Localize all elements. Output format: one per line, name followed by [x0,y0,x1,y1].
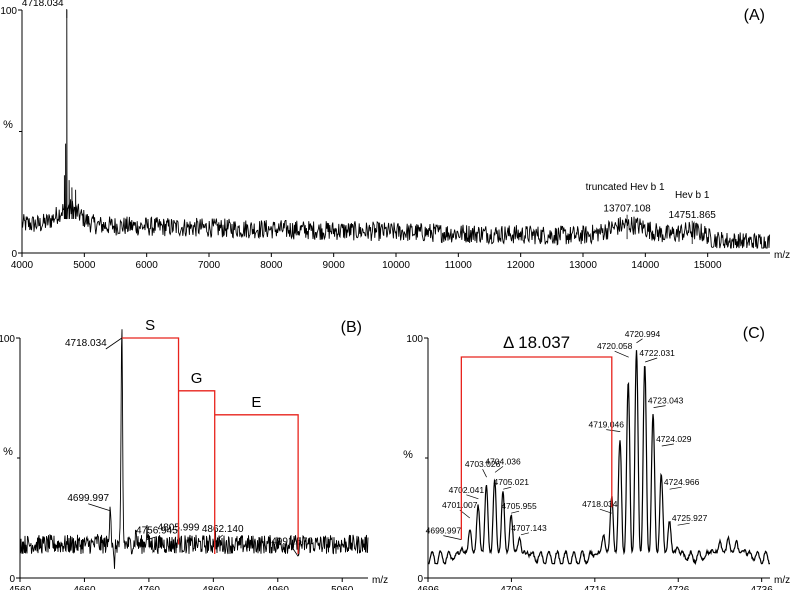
y-axis-label: % [3,119,13,131]
y-tick-label: 0 [417,574,423,585]
x-tick-label: 5060 [331,585,354,590]
annotation-label: truncated Hev b 1 [586,182,665,193]
bracket-line [121,337,180,545]
bracket-line [214,414,299,554]
peak-leader [636,338,643,344]
spectrum-trace [21,9,771,249]
y-tick-label: 100 [406,334,423,345]
peak-leader [520,532,530,536]
peak-label: 4703.026 [465,459,501,469]
peak-label: 4718.034 [582,499,618,509]
x-tick-label: 4560 [9,585,32,590]
x-tick-label: 4706 [500,585,523,590]
panel-label: (C) [743,325,765,342]
x-tick-label: 9000 [323,260,346,271]
peak-leader [291,547,299,557]
peak-label: 4725.927 [672,513,708,523]
peak-leader [88,503,111,512]
panel-label: (A) [744,7,765,24]
annotation-label: Hev b 1 [675,190,710,201]
bracket-label: S [145,317,155,334]
peak-leader [645,357,658,363]
peak-label: 13707.108 [603,204,651,215]
peak-leader [443,535,462,540]
peak-leader [482,469,487,478]
x-tick-label: 15000 [694,260,722,271]
peak-leader [599,508,612,514]
peak-label: 4699.997 [426,526,462,536]
x-tick-label: 4760 [138,585,161,590]
peak-leader [510,510,520,514]
peak-leader [677,522,690,526]
peak-leader [653,405,666,408]
peak-label: 4705.021 [494,477,530,487]
bracket-line [178,390,216,554]
x-axis-label: m/z [774,250,790,261]
peak-leader [661,443,674,447]
peak-leader [614,350,629,358]
panel-label: (B) [341,319,362,336]
peak-leader [466,494,479,500]
peak-label: 4718.034 [65,338,107,349]
x-axis-label: m/z [774,575,790,586]
x-tick-label: 4696 [417,585,440,590]
y-tick-label: 0 [11,249,17,260]
x-tick-label: 14000 [631,260,659,271]
peak-label: 4723.043 [648,396,684,406]
peak-label: 4701.007 [442,500,478,510]
peak-label: 4702.041 [449,485,485,495]
peak-label: 4719.046 [589,420,625,430]
spectrum-trace [428,350,770,566]
y-axis-label: % [3,446,13,458]
y-axis-label: % [403,449,413,461]
peak-label: 4862.140 [202,524,244,535]
peak-leader [214,534,223,543]
peak-label: 4718.034 [22,0,64,9]
x-tick-label: 4000 [11,260,34,271]
x-axis-label: m/z [372,575,388,586]
peak-leader [494,466,504,473]
peak-label: 14751.865 [669,210,717,221]
y-tick-label: 100 [0,334,15,345]
peak-label: 4991.570 [271,536,313,547]
x-tick-label: 6000 [136,260,159,271]
peak-label: 4724.029 [656,434,692,444]
x-tick-label: 4860 [202,585,225,590]
peak-label: 4720.058 [597,341,633,351]
y-tick-label: 0 [9,574,15,585]
spectrum-trace [19,329,369,569]
x-tick-label: 13000 [569,260,597,271]
peak-label: 4705.955 [501,501,537,511]
y-tick-label: 100 [0,6,17,17]
x-tick-label: 12000 [507,260,535,271]
peak-label: 4724.966 [664,477,700,487]
peak-leader [503,486,512,490]
bracket-line [460,356,613,540]
x-tick-label: 4716 [584,585,607,590]
peak-label: 4699.997 [67,493,109,504]
peak-leader [669,486,682,490]
bracket-label: G [191,370,203,387]
x-tick-label: 8000 [260,260,283,271]
peak-leader [606,429,621,432]
x-tick-label: 5000 [73,260,96,271]
peak-label: 4707.143 [511,523,547,533]
peak-label: 4720.994 [625,329,661,339]
bracket-label: Δ 18.037 [503,333,570,352]
peak-label: 4756.945 [136,526,178,537]
x-tick-label: 4960 [267,585,290,590]
x-tick-label: 4726 [667,585,690,590]
x-tick-label: 4736 [751,585,774,590]
peak-label: 4722.031 [639,348,675,358]
x-tick-label: 10000 [382,260,410,271]
x-tick-label: 4660 [73,585,96,590]
x-tick-label: 11000 [445,260,473,271]
peak-leader [146,536,158,540]
x-tick-label: 7000 [198,260,221,271]
peak-leader [105,337,123,350]
peak-label: 4704.036 [485,456,521,466]
bracket-label: E [251,394,261,411]
